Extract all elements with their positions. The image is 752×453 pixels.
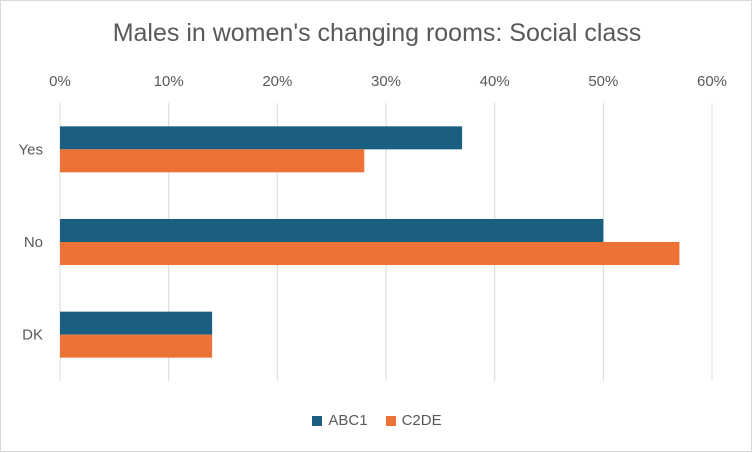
bar-abc1-yes [60,126,463,150]
x-tick-label: 30% [371,73,401,90]
bar-c2de-yes [60,149,365,173]
legend-item: C2DE [385,412,442,429]
bar-abc1-dk [60,311,213,335]
legend-label: C2DE [401,412,442,429]
bar-c2de-dk [60,334,213,358]
x-tick-label: 60% [697,73,727,90]
x-tick-label: 10% [154,73,184,90]
x-tick-label: 20% [262,73,292,90]
legend-swatch [312,415,323,426]
legend-swatch [385,415,396,426]
chart-title: Males in women's changing rooms: Social … [112,19,642,47]
x-tick-label: 40% [480,73,510,90]
category-label: No [24,234,43,251]
chart-legend: ABC1 C2DE [1,412,752,429]
bar-abc1-no [60,219,604,242]
category-label: DK [22,327,43,344]
category-label: Yes [19,141,43,158]
x-tick-label: 50% [588,73,618,90]
bar-c2de-no [60,242,680,265]
legend-label: ABC1 [328,412,368,429]
x-tick-label: 0% [49,73,71,90]
legend-item: ABC1 [312,412,368,429]
